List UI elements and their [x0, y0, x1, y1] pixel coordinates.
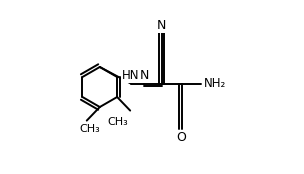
Text: N: N	[157, 19, 166, 32]
Text: N: N	[140, 69, 149, 82]
Text: CH₃: CH₃	[80, 124, 101, 134]
Text: HN: HN	[122, 69, 140, 82]
Text: NH₂: NH₂	[204, 77, 226, 90]
Text: CH₃: CH₃	[108, 117, 129, 127]
Text: O: O	[177, 131, 187, 144]
